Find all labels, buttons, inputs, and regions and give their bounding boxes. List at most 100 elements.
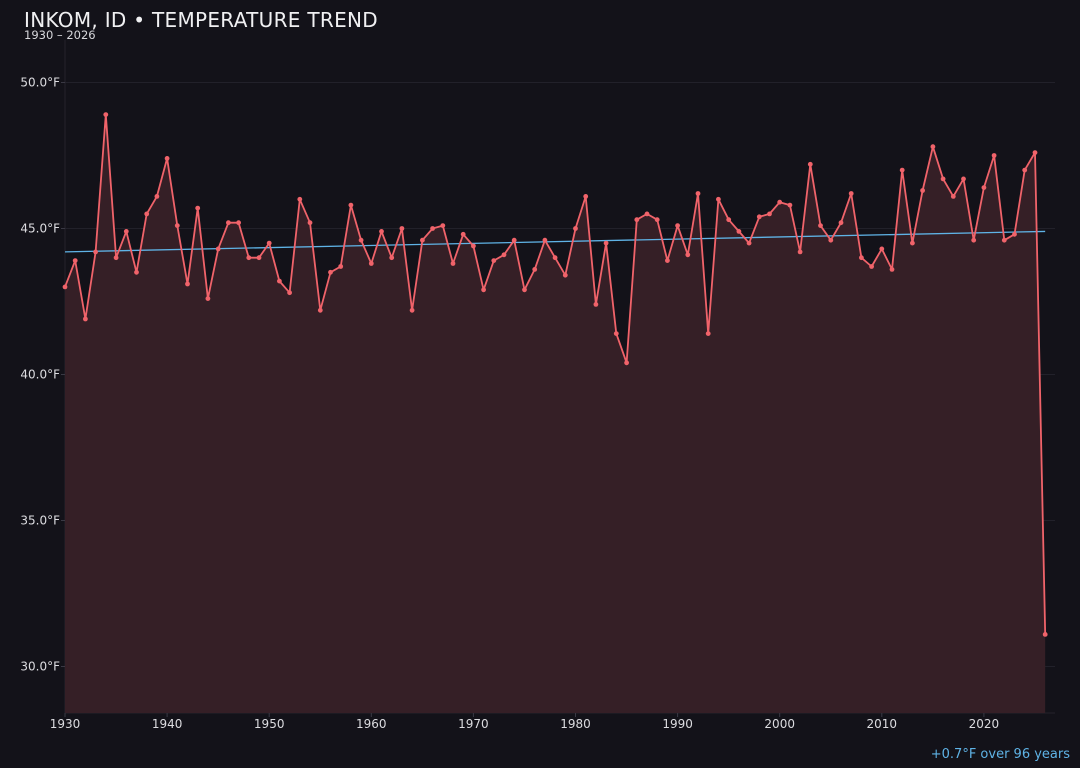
data-point bbox=[787, 202, 793, 208]
data-point bbox=[368, 261, 374, 266]
data-point bbox=[287, 290, 292, 296]
x-tick-label: 1930 bbox=[50, 717, 81, 731]
chart-subtitle: 1930 – 2026 bbox=[24, 28, 96, 42]
data-point bbox=[573, 226, 578, 231]
y-tick-label: 40.0°F bbox=[20, 368, 60, 382]
data-point bbox=[185, 281, 190, 287]
data-point bbox=[981, 185, 987, 191]
data-point bbox=[471, 243, 476, 249]
data-point bbox=[440, 223, 446, 229]
x-tick-label: 1990 bbox=[662, 717, 693, 731]
data-point bbox=[379, 229, 384, 234]
data-point bbox=[481, 287, 486, 293]
data-point bbox=[144, 211, 150, 217]
data-point bbox=[420, 237, 425, 243]
data-point bbox=[695, 191, 701, 196]
data-point bbox=[675, 223, 680, 229]
data-point bbox=[317, 307, 323, 313]
data-point bbox=[889, 267, 895, 272]
data-point bbox=[430, 226, 435, 231]
trend-annotation: +0.7°F over 96 years bbox=[930, 747, 1070, 762]
x-tick-label: 1950 bbox=[254, 717, 285, 731]
data-point bbox=[797, 249, 803, 255]
x-tick-label: 2000 bbox=[764, 717, 795, 731]
y-tick-label: 50.0°F bbox=[20, 76, 60, 90]
data-point bbox=[685, 252, 691, 258]
data-point bbox=[950, 194, 956, 199]
data-point bbox=[859, 255, 864, 261]
data-point bbox=[644, 211, 650, 217]
data-point bbox=[879, 246, 885, 252]
data-point bbox=[838, 220, 844, 226]
data-point bbox=[491, 258, 497, 263]
x-tick-label: 2020 bbox=[969, 717, 1000, 731]
data-point bbox=[756, 214, 762, 220]
data-point bbox=[256, 255, 262, 261]
data-point bbox=[307, 220, 313, 226]
data-point bbox=[205, 296, 211, 301]
data-point bbox=[532, 267, 538, 272]
data-point bbox=[358, 237, 364, 243]
data-point bbox=[848, 191, 854, 196]
data-point bbox=[103, 112, 109, 117]
data-points bbox=[62, 112, 1048, 637]
data-point bbox=[1032, 150, 1038, 156]
data-point bbox=[62, 284, 68, 290]
y-axis-ticks: 30.0°F 35.0°F 40.0°F 45.0°F 50.0°F bbox=[20, 76, 65, 674]
data-point bbox=[328, 269, 333, 275]
data-point bbox=[603, 240, 609, 246]
data-point bbox=[215, 246, 221, 252]
data-point bbox=[236, 220, 242, 226]
data-point bbox=[450, 261, 456, 266]
data-point bbox=[971, 237, 977, 243]
x-tick-label: 1980 bbox=[560, 717, 591, 731]
data-point bbox=[899, 167, 905, 173]
data-point bbox=[277, 278, 282, 284]
data-point bbox=[705, 331, 711, 336]
data-point bbox=[746, 240, 752, 246]
data-point bbox=[93, 249, 98, 255]
x-axis-ticks: 1930 1940 1950 1960 1970 1980 1990 2000 2010 2020 bbox=[50, 713, 999, 731]
data-point bbox=[613, 331, 619, 336]
data-point bbox=[716, 196, 721, 202]
data-point bbox=[460, 231, 466, 237]
data-point bbox=[266, 240, 272, 246]
data-point bbox=[174, 223, 180, 229]
chart-title: INKOM, ID • TEMPERATURE TREND bbox=[24, 8, 378, 32]
data-point bbox=[522, 287, 527, 293]
data-point bbox=[920, 188, 925, 193]
data-point bbox=[593, 302, 599, 307]
data-point bbox=[297, 196, 303, 202]
data-point bbox=[828, 237, 834, 243]
data-point bbox=[818, 223, 823, 229]
data-point bbox=[246, 255, 252, 261]
data-point bbox=[542, 237, 548, 243]
data-point bbox=[736, 229, 742, 234]
data-point bbox=[961, 176, 966, 182]
data-point bbox=[195, 205, 201, 211]
x-tick-label: 1970 bbox=[458, 717, 489, 731]
data-point bbox=[409, 307, 415, 313]
data-point bbox=[767, 211, 772, 217]
data-point bbox=[634, 217, 640, 223]
data-point bbox=[1001, 237, 1007, 243]
data-point bbox=[665, 258, 670, 263]
data-point bbox=[338, 264, 344, 269]
data-point bbox=[930, 144, 936, 150]
temperature-area-fill bbox=[65, 114, 1046, 714]
data-point bbox=[1042, 632, 1048, 637]
data-point bbox=[869, 264, 874, 269]
data-point bbox=[726, 217, 732, 223]
trend-line bbox=[64, 230, 1046, 253]
data-point bbox=[83, 316, 88, 322]
data-point bbox=[226, 220, 231, 226]
data-point bbox=[348, 202, 354, 208]
x-tick-label: 1960 bbox=[356, 717, 387, 731]
data-point bbox=[583, 194, 589, 199]
data-point bbox=[164, 156, 170, 161]
data-point bbox=[624, 360, 629, 366]
data-point bbox=[72, 258, 78, 263]
data-point bbox=[501, 252, 507, 258]
x-tick-label: 2010 bbox=[867, 717, 898, 731]
